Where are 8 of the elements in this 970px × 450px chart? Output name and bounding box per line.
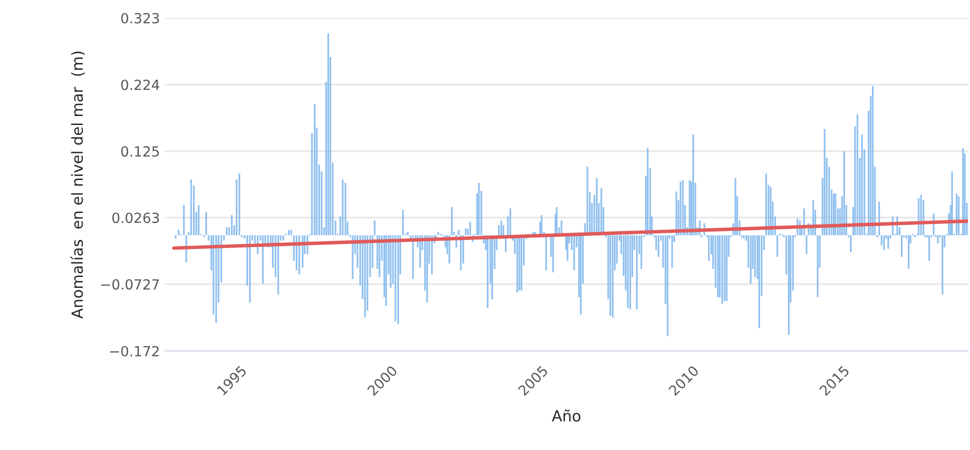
y-axis-title: Anomalías en el nivel del mar (m) xyxy=(70,52,85,319)
y-tick-label: −0.0727 xyxy=(101,279,159,290)
y-tick-label: 0.0263 xyxy=(112,212,159,224)
x-axis-title: Año xyxy=(552,410,580,422)
y-tick-label: 0.323 xyxy=(121,12,159,24)
y-tick-label: 0.224 xyxy=(121,80,160,90)
y-tick-label: 0.125 xyxy=(121,146,159,157)
y-tick-label: −0.172 xyxy=(110,346,159,356)
